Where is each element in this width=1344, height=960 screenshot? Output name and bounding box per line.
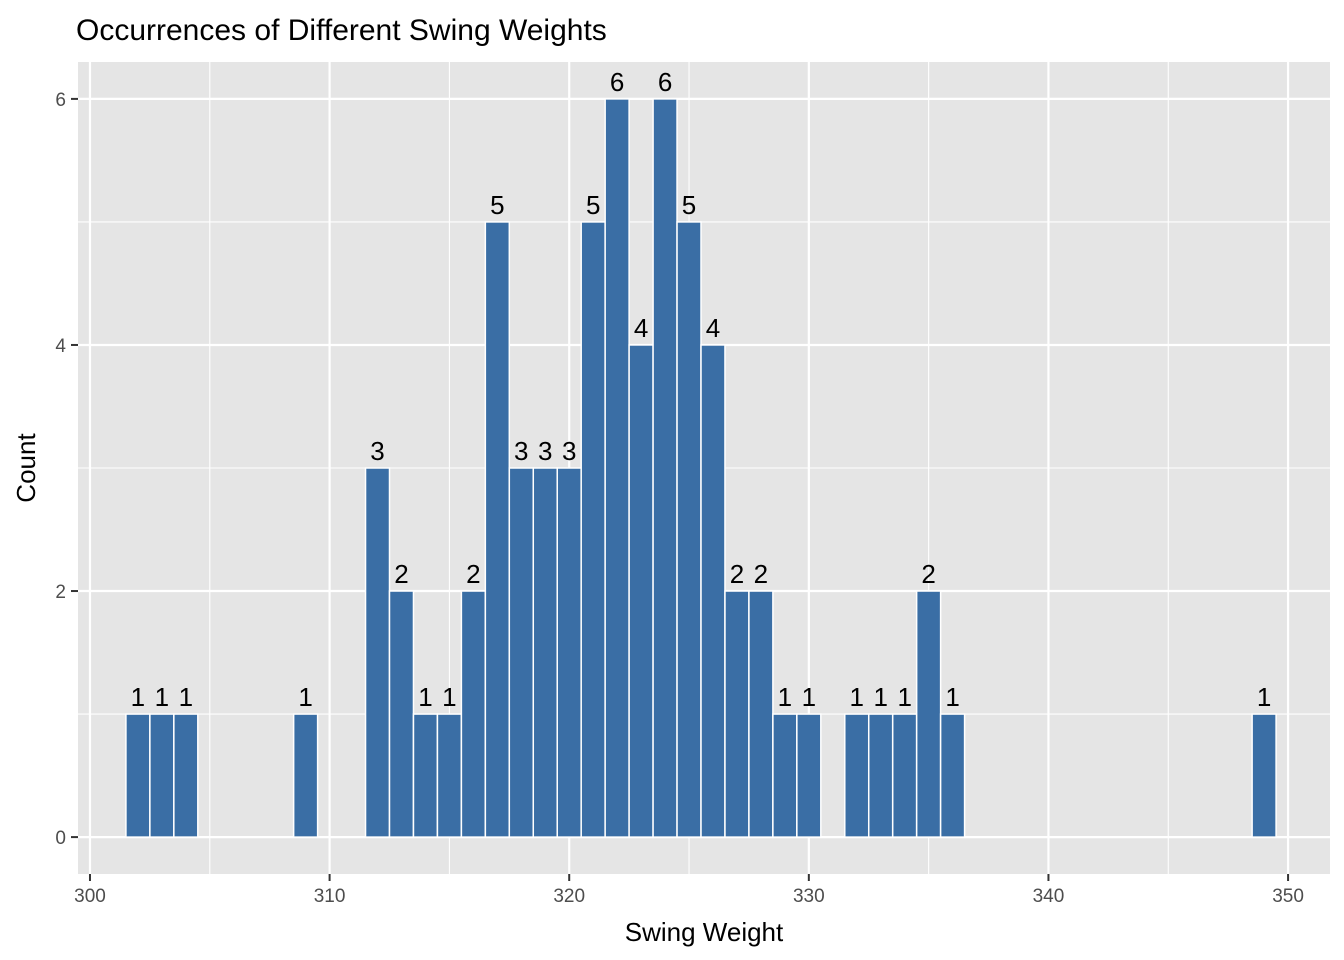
bar — [580, 221, 606, 838]
x-tick-label: 310 — [314, 886, 346, 907]
bar — [939, 713, 966, 838]
bar — [364, 467, 391, 838]
x-tick-label: 350 — [1272, 886, 1304, 907]
bar — [125, 713, 151, 838]
bar-count-label: 2 — [754, 559, 768, 589]
bar-count-label: 3 — [562, 436, 576, 466]
bar-count-label: 1 — [802, 682, 816, 712]
bar — [436, 713, 463, 838]
bar-count-label: 3 — [538, 436, 552, 466]
y-tick-label: 6 — [55, 90, 66, 111]
bar — [844, 713, 870, 838]
bar-count-label: 2 — [394, 559, 408, 589]
bar-count-label: 5 — [490, 190, 504, 220]
bar — [676, 221, 702, 838]
bar-count-label: 4 — [634, 313, 648, 343]
bar — [604, 98, 630, 838]
bar-count-label: 2 — [466, 559, 480, 589]
bar — [652, 98, 678, 838]
chart-title: Occurrences of Different Swing Weights — [76, 14, 607, 47]
bar — [149, 713, 175, 838]
bar — [700, 344, 726, 838]
bar — [532, 467, 558, 838]
bar-count-label: 1 — [778, 682, 792, 712]
bar — [412, 713, 439, 838]
bar — [484, 221, 511, 838]
bar — [173, 713, 199, 838]
bar — [724, 590, 750, 838]
bar — [508, 467, 535, 838]
bar-count-label: 3 — [370, 436, 384, 466]
y-tick-label: 2 — [55, 582, 66, 603]
bar — [891, 713, 918, 838]
y-tick-label: 0 — [55, 828, 66, 849]
bar-count-label: 1 — [897, 682, 911, 712]
bar — [748, 590, 774, 838]
bar — [388, 590, 415, 838]
bar-count-label: 1 — [442, 682, 456, 712]
bar — [628, 344, 654, 838]
bar — [1251, 713, 1277, 838]
x-tick-label: 320 — [553, 886, 585, 907]
bar-count-label: 5 — [586, 190, 600, 220]
bar-count-label: 6 — [658, 67, 672, 97]
x-axis-title: Swing Weight — [625, 917, 784, 947]
bar-count-label: 1 — [131, 682, 145, 712]
bar — [867, 713, 894, 838]
bar-count-label: 1 — [945, 682, 959, 712]
bar-count-label: 3 — [514, 436, 528, 466]
bar-count-label: 2 — [730, 559, 744, 589]
bar — [460, 590, 487, 838]
bar-count-label: 1 — [298, 682, 312, 712]
x-tick-label: 300 — [74, 886, 106, 907]
bar-count-label: 1 — [1257, 682, 1271, 712]
bar-count-label: 6 — [610, 67, 624, 97]
bar-count-label: 1 — [179, 682, 193, 712]
bar — [292, 713, 319, 838]
bar-count-label: 1 — [418, 682, 432, 712]
bar — [796, 713, 822, 838]
bar-count-label: 1 — [873, 682, 887, 712]
bar-count-label: 1 — [155, 682, 169, 712]
x-tick-label: 330 — [793, 886, 825, 907]
bar-count-label: 4 — [706, 313, 720, 343]
bar — [772, 713, 798, 838]
bar-count-label: 5 — [682, 190, 696, 220]
bar — [556, 467, 582, 838]
y-axis-title: Count — [11, 433, 41, 503]
bar-count-label: 2 — [921, 559, 935, 589]
bar-count-label: 1 — [850, 682, 864, 712]
bar — [915, 590, 942, 838]
x-tick-label: 340 — [1033, 886, 1065, 907]
bars — [125, 98, 1277, 838]
axes: 300 310 320 330 340 350 0 2 4 6 — [55, 90, 1303, 907]
y-tick-label: 4 — [55, 336, 66, 357]
